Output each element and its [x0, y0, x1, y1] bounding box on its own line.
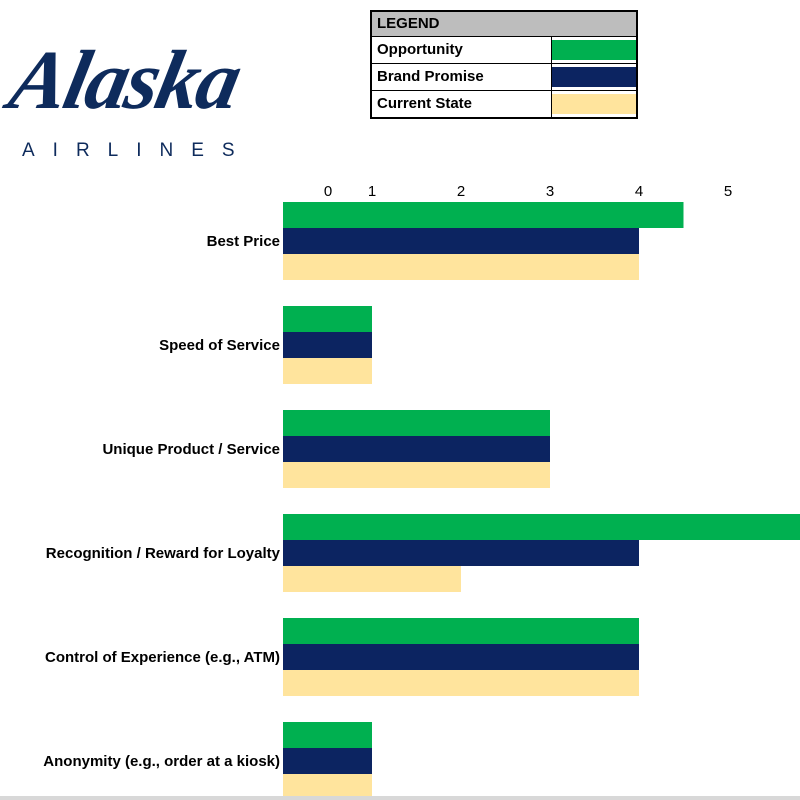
category-label: Speed of Service	[159, 337, 280, 354]
bar-current-state	[283, 358, 372, 384]
legend-label: Current State	[372, 91, 552, 117]
chart-legend: LEGEND Opportunity Brand Promise Current…	[370, 10, 638, 119]
category-label: Control of Experience (e.g., ATM)	[45, 649, 280, 666]
alaska-airlines-logo: Alaska AIRLINES	[2, 30, 308, 170]
x-tick-label: 4	[635, 183, 643, 200]
legend-swatch-brand-promise	[552, 67, 636, 87]
category-label: Unique Product / Service	[102, 441, 280, 458]
bar-opportunity	[283, 202, 684, 228]
bar-opportunity	[283, 514, 800, 540]
category-label: Recognition / Reward for Loyalty	[46, 545, 281, 562]
legend-label: Opportunity	[372, 37, 552, 63]
bar-current-state	[283, 566, 461, 592]
bar-brand-promise	[283, 540, 639, 566]
bar-current-state	[283, 254, 639, 280]
bar-brand-promise	[283, 644, 639, 670]
bar-opportunity	[283, 410, 550, 436]
bar-brand-promise	[283, 228, 639, 254]
category-label: Anonymity (e.g., order at a kiosk)	[43, 753, 280, 770]
legend-item-current-state: Current State	[372, 91, 636, 117]
x-tick-label: 5	[724, 183, 732, 200]
bar-current-state	[283, 774, 372, 800]
bar-opportunity	[283, 722, 372, 748]
x-tick-label: 2	[457, 183, 465, 200]
bar-current-state	[283, 462, 550, 488]
legend-label: Brand Promise	[372, 64, 552, 90]
bar-brand-promise	[283, 332, 372, 358]
legend-item-brand-promise: Brand Promise	[372, 64, 636, 91]
bar-opportunity	[283, 618, 639, 644]
bar-brand-promise	[283, 748, 372, 774]
legend-swatch-current-state	[552, 94, 636, 114]
bottom-divider	[0, 796, 800, 800]
bar-brand-promise	[283, 436, 550, 462]
bar-opportunity	[283, 306, 372, 332]
x-tick-label: 3	[546, 183, 554, 200]
bar-current-state	[283, 670, 639, 696]
legend-title: LEGEND	[372, 12, 636, 37]
x-tick-label: 0	[324, 183, 332, 200]
legend-item-opportunity: Opportunity	[372, 37, 636, 64]
legend-swatch-opportunity	[552, 40, 636, 60]
x-tick-label: 1	[368, 183, 376, 200]
logo-subtitle: AIRLINES	[22, 140, 253, 161]
category-label: Best Price	[207, 233, 280, 250]
